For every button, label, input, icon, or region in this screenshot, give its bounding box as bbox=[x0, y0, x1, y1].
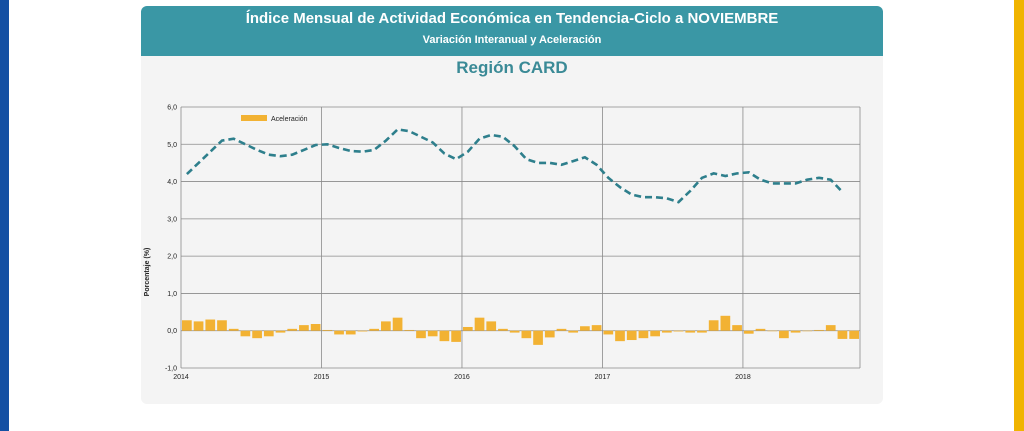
x-tick-label: 2018 bbox=[735, 374, 751, 381]
acceleration-bar bbox=[228, 328, 239, 331]
acceleration-bar bbox=[544, 330, 555, 338]
acceleration-bar bbox=[299, 325, 309, 331]
acceleration-bar bbox=[580, 326, 590, 331]
acceleration-bar bbox=[767, 330, 778, 332]
acceleration-bar bbox=[790, 330, 801, 333]
y-axis-label: Porcentaje (%) bbox=[144, 248, 151, 297]
acceleration-bar bbox=[720, 315, 731, 331]
acceleration-bar bbox=[533, 330, 543, 345]
acceleration-bar bbox=[685, 330, 696, 333]
acceleration-bar bbox=[334, 330, 344, 335]
acceleration-bar bbox=[345, 330, 356, 335]
y-tick-label: 6,0 bbox=[167, 105, 177, 112]
acceleration-bar bbox=[615, 330, 625, 342]
chart-subtitle: Variación Interanual y Aceleración bbox=[422, 34, 602, 46]
acceleration-bar bbox=[626, 330, 637, 341]
acceleration-bar bbox=[263, 330, 274, 337]
y-tick-label: 5,0 bbox=[167, 142, 177, 149]
acceleration-bar bbox=[603, 330, 614, 335]
acceleration-bar bbox=[837, 330, 848, 339]
acceleration-bar bbox=[743, 330, 754, 334]
acceleration-bar bbox=[849, 330, 859, 339]
acceleration-bar bbox=[427, 330, 438, 337]
acceleration-bar bbox=[357, 330, 368, 332]
x-tick-label: 2015 bbox=[314, 374, 330, 381]
acceleration-bar bbox=[240, 330, 251, 337]
chart-card bbox=[141, 6, 883, 404]
acceleration-bar bbox=[439, 330, 450, 342]
acceleration-bar bbox=[650, 330, 660, 337]
right-edge-stripe bbox=[1014, 0, 1024, 431]
acceleration-bar bbox=[661, 330, 672, 333]
region-title: Región CARD bbox=[456, 58, 568, 77]
acceleration-bar bbox=[638, 330, 649, 339]
acceleration-bar bbox=[509, 330, 520, 333]
acceleration-bar bbox=[275, 330, 286, 333]
acceleration-bar bbox=[193, 321, 204, 331]
y-tick-label: -1,0 bbox=[165, 366, 177, 373]
acceleration-bar bbox=[755, 328, 766, 331]
acceleration-bar bbox=[732, 325, 742, 331]
chart-banner: Índice Mensual de Actividad Económica en… bbox=[141, 6, 883, 56]
trend-line bbox=[186, 128, 844, 204]
acceleration-bar bbox=[310, 324, 321, 331]
acceleration-bar bbox=[779, 330, 789, 339]
trend-line-path bbox=[186, 128, 844, 204]
y-tick-label: 2,0 bbox=[167, 254, 177, 261]
legend-swatch bbox=[241, 115, 267, 121]
acceleration-bar bbox=[498, 328, 508, 331]
y-tick-labels: 6,0 5,0 4,0 3,0 2,0 1,0 0,0 -1,0 bbox=[165, 105, 177, 373]
acceleration-bar bbox=[182, 320, 192, 331]
x-tick-label: 2017 bbox=[595, 374, 611, 381]
acceleration-bar bbox=[205, 319, 216, 331]
acceleration-bar bbox=[697, 330, 707, 333]
acceleration-bar bbox=[416, 330, 426, 339]
acceleration-bar bbox=[673, 330, 684, 332]
acceleration-bar bbox=[392, 317, 403, 331]
acceleration-bar bbox=[802, 330, 813, 332]
acceleration-bar bbox=[591, 325, 602, 331]
acceleration-bar bbox=[474, 317, 485, 331]
acceleration-bar bbox=[708, 320, 719, 331]
acceleration-bar bbox=[451, 330, 461, 342]
acceleration-bar bbox=[825, 325, 836, 331]
acceleration-bar bbox=[521, 330, 532, 339]
acceleration-bar bbox=[217, 320, 227, 331]
y-tick-label: 0,0 bbox=[167, 328, 177, 335]
acceleration-bar bbox=[252, 330, 262, 339]
y-tick-label: 1,0 bbox=[167, 291, 177, 298]
acceleration-bar bbox=[322, 329, 333, 331]
chart-svg: 6,05,04,03,02,01,00,0-1,0 2014 2015 2016 20… bbox=[144, 105, 861, 381]
acceleration-bar bbox=[287, 328, 298, 331]
x-tick-label: 2014 bbox=[173, 374, 189, 381]
acceleration-bar bbox=[369, 328, 380, 331]
y-tick-label: 3,0 bbox=[167, 216, 177, 223]
acceleration-bar bbox=[814, 329, 824, 331]
acceleration-bar bbox=[556, 328, 567, 331]
acceleration-bar bbox=[462, 326, 473, 331]
legend-label: Aceleración bbox=[271, 116, 308, 123]
acceleration-bar bbox=[486, 321, 497, 331]
x-tick-labels: 2014 2015 2016 2017 2018 bbox=[173, 374, 751, 381]
acceleration-bar bbox=[568, 330, 579, 333]
left-edge-stripe bbox=[0, 0, 9, 431]
chart-title: Índice Mensual de Actividad Económica en… bbox=[245, 10, 779, 27]
y-tick-label: 4,0 bbox=[167, 179, 177, 186]
acceleration-bar bbox=[404, 329, 415, 331]
x-tick-label: 2016 bbox=[454, 374, 470, 381]
acceleration-bars bbox=[182, 315, 859, 345]
acceleration-bar bbox=[381, 321, 391, 331]
